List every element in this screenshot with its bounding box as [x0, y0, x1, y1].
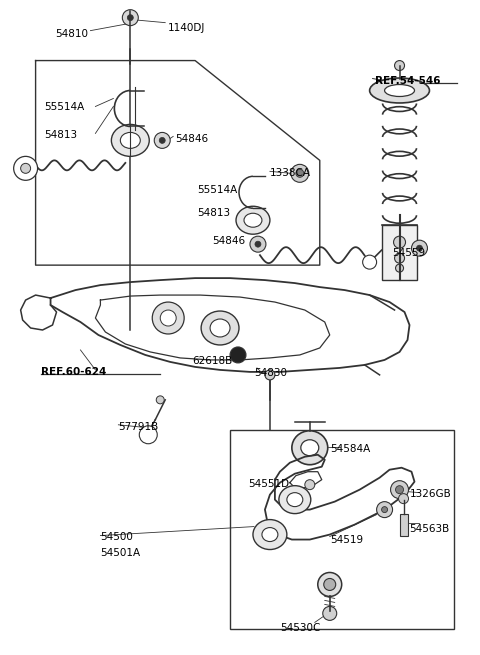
Ellipse shape	[111, 124, 149, 157]
Text: 54559: 54559	[393, 248, 426, 258]
Circle shape	[160, 310, 176, 326]
Ellipse shape	[287, 493, 303, 506]
Circle shape	[396, 264, 404, 272]
Circle shape	[156, 396, 164, 404]
Text: REF.60-624: REF.60-624	[41, 367, 106, 377]
Circle shape	[318, 572, 342, 597]
Ellipse shape	[236, 206, 270, 234]
Ellipse shape	[120, 132, 140, 149]
Ellipse shape	[253, 519, 287, 550]
Circle shape	[21, 163, 31, 174]
Ellipse shape	[384, 84, 415, 96]
Ellipse shape	[279, 485, 311, 514]
Circle shape	[127, 14, 133, 21]
Text: REF.54-546: REF.54-546	[374, 75, 440, 86]
Circle shape	[230, 347, 246, 363]
Circle shape	[154, 132, 170, 149]
Ellipse shape	[201, 311, 239, 345]
Text: 54813: 54813	[197, 208, 230, 218]
Circle shape	[122, 10, 138, 26]
Text: 54551D: 54551D	[248, 479, 289, 489]
Text: 1338CA: 1338CA	[270, 168, 311, 178]
Ellipse shape	[244, 214, 262, 227]
Circle shape	[152, 302, 184, 334]
Circle shape	[139, 426, 157, 443]
Text: 55514A: 55514A	[197, 185, 238, 195]
Text: 54530C: 54530C	[280, 624, 320, 633]
Circle shape	[417, 245, 422, 251]
Circle shape	[255, 241, 261, 247]
Circle shape	[377, 502, 393, 517]
Circle shape	[395, 60, 405, 71]
Circle shape	[396, 485, 404, 494]
Circle shape	[296, 170, 304, 178]
Text: 54519: 54519	[330, 534, 363, 544]
Circle shape	[159, 138, 165, 143]
Text: 54813: 54813	[45, 130, 78, 140]
Ellipse shape	[301, 440, 319, 456]
Text: 55514A: 55514A	[45, 102, 85, 113]
Text: 54563B: 54563B	[409, 523, 450, 534]
Circle shape	[411, 240, 428, 256]
Bar	[399, 514, 408, 536]
Text: 54846: 54846	[212, 236, 245, 246]
Text: 54810: 54810	[55, 29, 88, 39]
Text: 54500: 54500	[100, 532, 133, 542]
Circle shape	[363, 255, 377, 269]
Text: 1326GB: 1326GB	[409, 489, 451, 498]
Circle shape	[391, 481, 408, 498]
Circle shape	[291, 164, 309, 182]
Text: 54501A: 54501A	[100, 548, 141, 557]
Circle shape	[305, 479, 315, 490]
Ellipse shape	[370, 78, 430, 103]
Text: 54830: 54830	[254, 368, 287, 378]
Text: 54846: 54846	[175, 134, 208, 144]
Text: 57791B: 57791B	[119, 422, 158, 432]
Ellipse shape	[262, 527, 278, 542]
Circle shape	[13, 157, 37, 180]
Circle shape	[395, 253, 405, 263]
Bar	[382, 225, 418, 280]
Circle shape	[382, 506, 387, 513]
Text: 54584A: 54584A	[330, 443, 370, 454]
Ellipse shape	[292, 431, 328, 464]
Text: 1140DJ: 1140DJ	[168, 23, 205, 33]
Circle shape	[394, 236, 406, 248]
Bar	[230, 430, 455, 629]
Circle shape	[250, 236, 266, 252]
Circle shape	[265, 370, 275, 380]
Circle shape	[398, 494, 408, 504]
Ellipse shape	[210, 319, 230, 337]
Circle shape	[323, 607, 336, 620]
Text: 62618B: 62618B	[192, 356, 232, 366]
Circle shape	[324, 578, 336, 590]
